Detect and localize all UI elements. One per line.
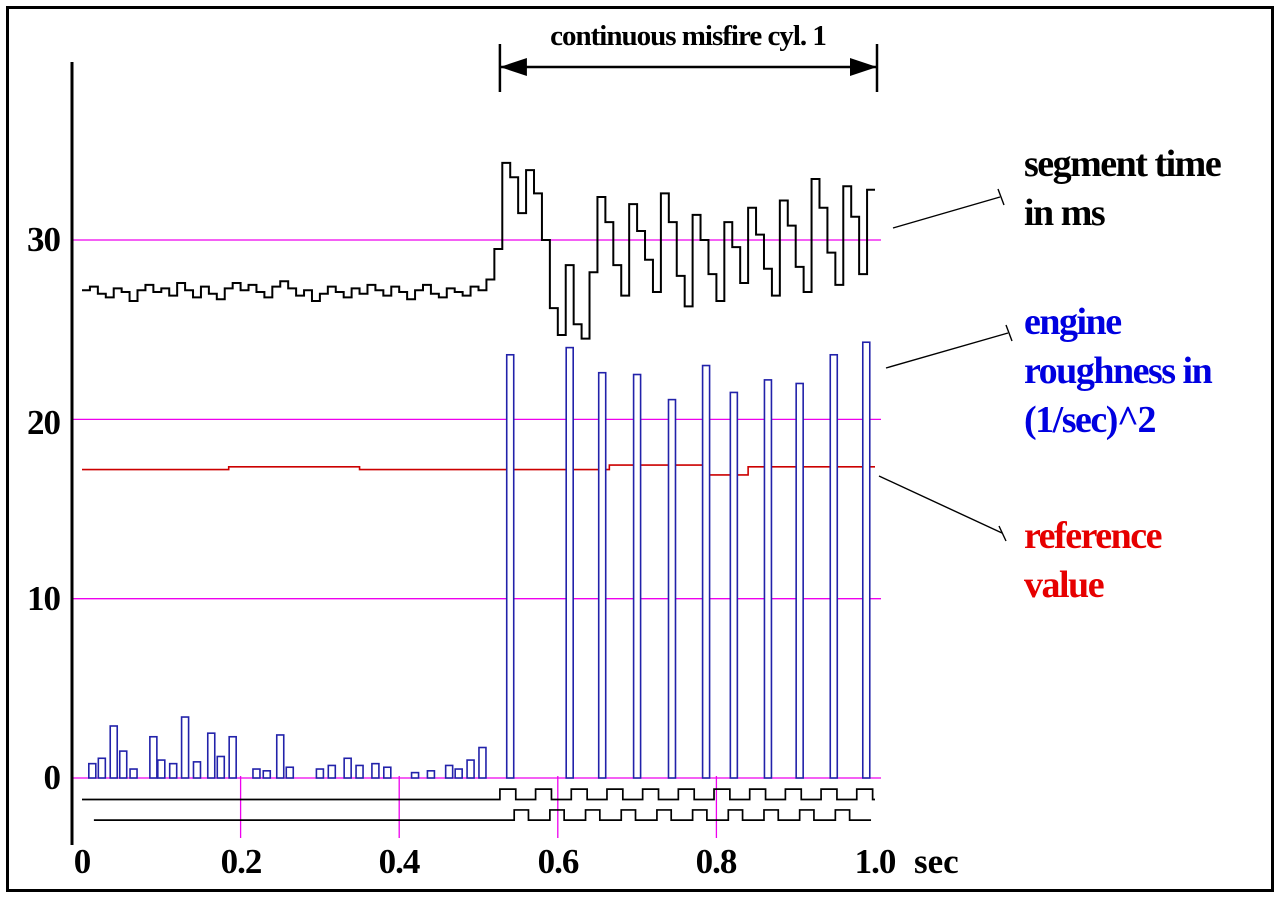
- label-segment-time: segment time in ms: [1024, 140, 1222, 238]
- roughness-spike: [763, 379, 773, 779]
- label-reference-value-line1: reference: [1024, 515, 1162, 557]
- roughness-spike: [426, 770, 436, 779]
- roughness-spike: [262, 770, 272, 779]
- leader-reference-value: [878, 475, 1007, 542]
- roughness-spike: [88, 762, 97, 779]
- roughness-spike: [315, 768, 325, 779]
- roughness-spike: [252, 768, 261, 779]
- roughness-spike: [795, 382, 804, 779]
- roughness-spike: [109, 725, 119, 779]
- leader-engine-roughness: [885, 324, 1013, 369]
- roughness-spike: [149, 735, 158, 779]
- roughness-spike: [454, 768, 463, 779]
- roughness-spike: [729, 391, 739, 779]
- leader-segment-time: [892, 188, 1005, 229]
- annotation-misfire-text: continuous misfire cyl. 1: [550, 20, 827, 52]
- roughness-spike: [701, 364, 711, 779]
- label-segment-time-line1: segment time: [1024, 143, 1222, 185]
- roughness-spike: [118, 750, 128, 779]
- segment-time-curve: [82, 161, 875, 340]
- roughness-spike: [327, 764, 337, 779]
- roughness-spike: [285, 766, 295, 779]
- x-tick-label-0.2: 0.2: [220, 842, 263, 881]
- roughness-spike: [478, 746, 487, 779]
- roughness-spike: [565, 346, 574, 779]
- label-engine-roughness-line2: roughness in: [1024, 350, 1213, 392]
- roughness-spike: [180, 716, 190, 779]
- roughness-spike: [216, 755, 226, 779]
- roughness-spike: [505, 353, 515, 779]
- label-engine-roughness-line3: (1/sec)^2: [1024, 399, 1156, 441]
- roughness-spike: [632, 373, 642, 779]
- y-tick-label-10: 10: [27, 579, 61, 618]
- roughness-spike: [97, 757, 107, 779]
- x-axis-unit-label: sec: [914, 842, 959, 881]
- label-reference-value: reference value: [1024, 512, 1162, 610]
- roughness-spike: [597, 371, 607, 779]
- x-tick-label-0.6: 0.6: [537, 842, 580, 881]
- y-tick-label-30: 30: [27, 220, 61, 259]
- roughness-spike: [371, 762, 380, 779]
- x-tick-label-1.0: 1.0: [854, 842, 897, 881]
- roughness-spike: [168, 762, 178, 779]
- roughness-spike: [343, 757, 352, 779]
- roughness-spike: [444, 764, 454, 779]
- misfire-flag-trace: [82, 788, 875, 801]
- label-segment-time-line2: in ms: [1024, 192, 1106, 234]
- roughness-spike: [861, 341, 871, 779]
- roughness-spike: [192, 761, 202, 779]
- roughness-spike: [129, 768, 138, 779]
- x-tick-label-0: 0: [73, 842, 92, 881]
- annotation-right-arrowhead: [850, 58, 877, 76]
- roughness-spike: [355, 764, 364, 779]
- roughness-spike: [667, 398, 677, 779]
- y-tick-label-0: 0: [43, 758, 62, 797]
- roughness-spike: [383, 766, 392, 779]
- roughness-spike: [206, 732, 216, 779]
- label-engine-roughness: engine roughness in (1/sec)^2: [1024, 298, 1213, 445]
- reference-value-curve: [82, 464, 875, 476]
- roughness-spike: [228, 735, 237, 779]
- roughness-spike: [829, 353, 839, 779]
- x-tick-label-0.4: 0.4: [378, 842, 421, 881]
- label-reference-value-line2: value: [1024, 564, 1105, 606]
- roughness-spike: [275, 734, 285, 779]
- annotation-left-arrowhead: [499, 58, 527, 76]
- roughness-spike: [466, 759, 475, 779]
- roughness-spike: [410, 771, 420, 779]
- label-engine-roughness-line1: engine: [1024, 301, 1122, 343]
- y-tick-label-20: 20: [27, 403, 61, 442]
- x-tick-label-0.8: 0.8: [695, 842, 738, 881]
- misfire-flag-trace: [93, 809, 872, 821]
- roughness-spike: [157, 759, 166, 779]
